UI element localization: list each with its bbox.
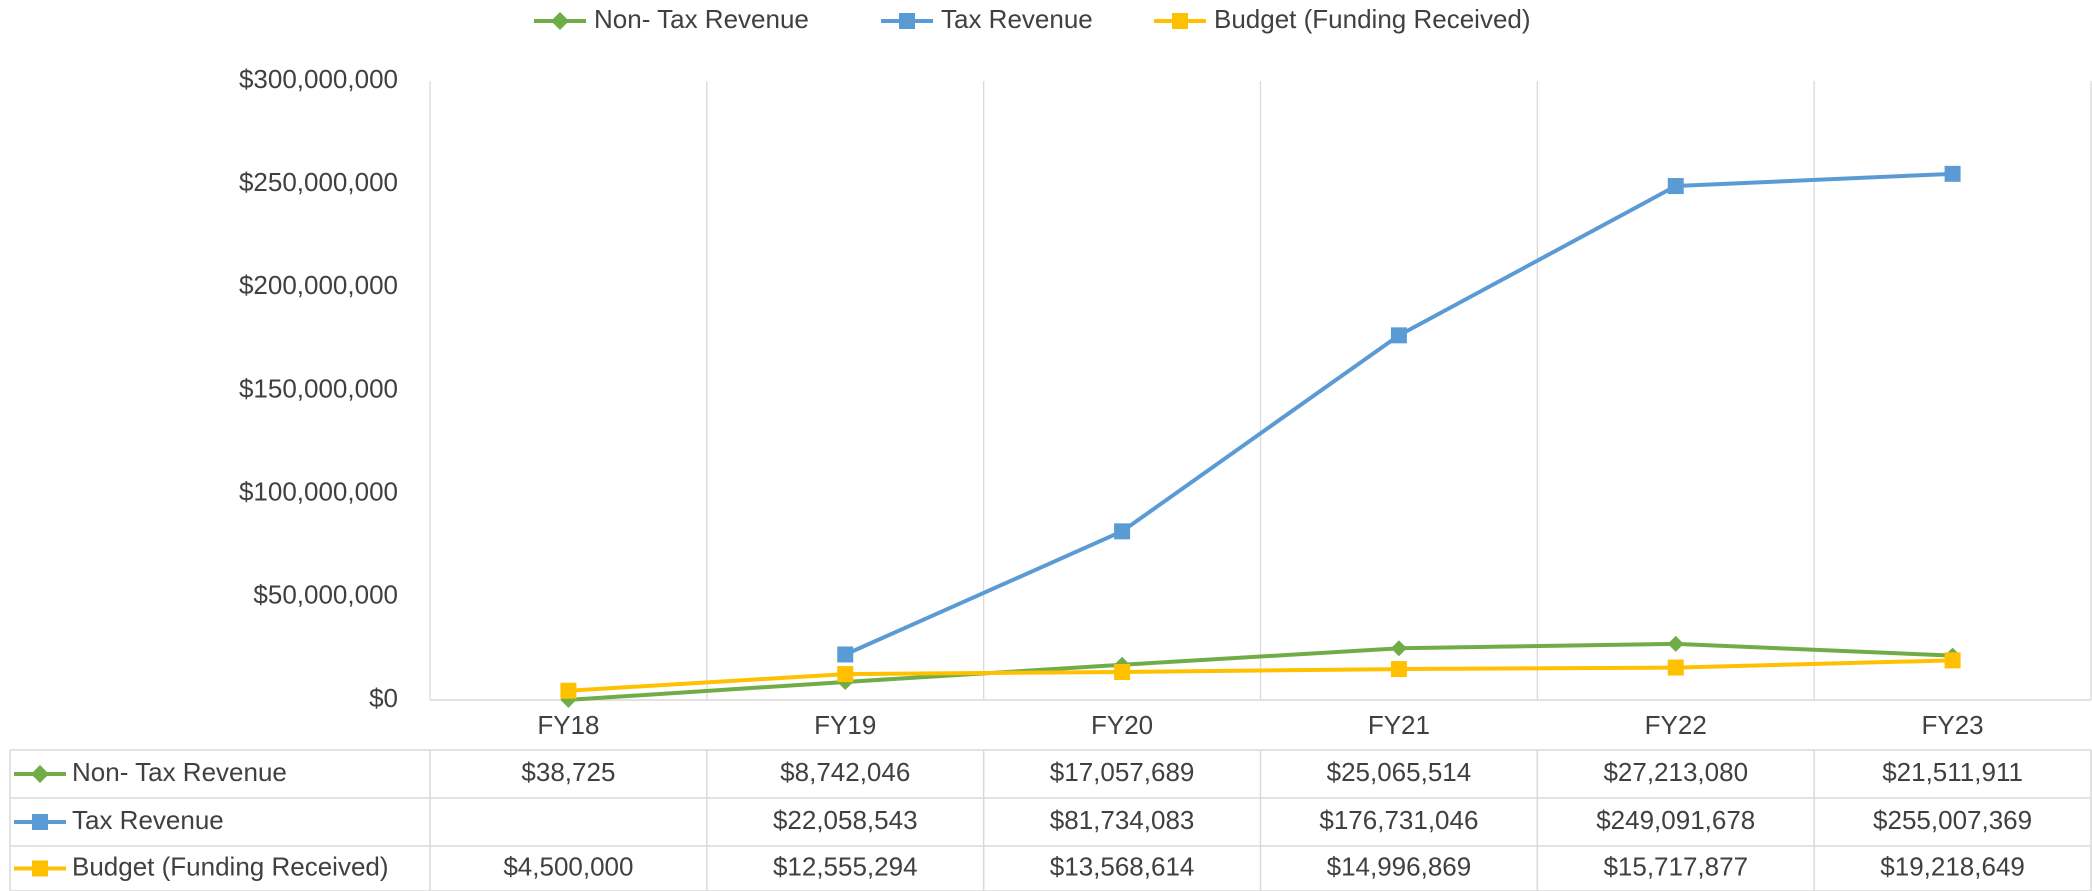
x-tick-label: FY18 <box>537 710 599 740</box>
table-cell: $4,500,000 <box>503 851 633 881</box>
table-cell: $21,511,911 <box>1882 757 2023 787</box>
y-tick-label: $0 <box>369 683 398 713</box>
table-cell: $12,555,294 <box>773 851 918 881</box>
table-cell: $8,742,046 <box>780 757 910 787</box>
data-point <box>837 666 854 683</box>
y-tick-label: $250,000,000 <box>239 167 398 197</box>
y-tick-label: $100,000,000 <box>239 477 398 507</box>
legend-label: Budget (Funding Received) <box>1214 4 1531 34</box>
table-cell: $176,731,046 <box>1319 805 1478 835</box>
data-point <box>1944 652 1961 669</box>
x-tick-label: FY19 <box>814 710 876 740</box>
table-row-label: Budget (Funding Received) <box>72 851 389 881</box>
series-line <box>844 171 1953 657</box>
table-cell: $27,213,080 <box>1603 757 1748 787</box>
x-tick-label: FY22 <box>1645 710 1707 740</box>
x-tick-label: FY21 <box>1368 710 1430 740</box>
table-cell: $81,734,083 <box>1050 805 1195 835</box>
table-cell: $19,218,649 <box>1880 851 2025 881</box>
data-point <box>1944 165 1961 182</box>
data-point <box>1390 327 1407 344</box>
data-point <box>837 646 854 663</box>
table-cell: $15,717,877 <box>1603 851 1748 881</box>
legend-label: Tax Revenue <box>941 4 1093 34</box>
legend-marker <box>899 13 915 29</box>
y-tick-label: $200,000,000 <box>239 270 398 300</box>
legend-marker <box>32 860 48 877</box>
y-tick-label: $300,000,000 <box>239 64 398 94</box>
data-point <box>1114 664 1131 681</box>
table-cell: $17,057,689 <box>1050 757 1195 787</box>
legend-marker <box>551 12 569 30</box>
legend-marker <box>31 765 49 783</box>
data-point <box>1114 523 1131 540</box>
table-cell: $13,568,614 <box>1050 851 1195 881</box>
data-point <box>1667 659 1684 676</box>
table-cell: $255,007,369 <box>1873 805 2032 835</box>
table-cell: $249,091,678 <box>1596 805 1755 835</box>
y-tick-label: $150,000,000 <box>239 373 398 403</box>
table-cell: $38,725 <box>521 757 615 787</box>
x-tick-label: FY20 <box>1091 710 1153 740</box>
data-point <box>1667 178 1684 195</box>
legend-marker <box>32 814 48 830</box>
data-point <box>1390 661 1407 678</box>
data-point <box>560 682 577 699</box>
legend-marker <box>1172 13 1188 29</box>
table-row-label: Non- Tax Revenue <box>72 757 287 787</box>
series-line <box>568 658 1953 693</box>
table-cell: $14,996,869 <box>1327 851 1472 881</box>
table-cell: $25,065,514 <box>1327 757 1472 787</box>
table-row-label: Tax Revenue <box>72 805 224 835</box>
table-cell: $22,058,543 <box>773 805 918 835</box>
x-tick-label: FY23 <box>1922 710 1984 740</box>
series-line <box>568 641 1953 702</box>
y-tick-label: $50,000,000 <box>253 580 398 610</box>
legend-label: Non- Tax Revenue <box>594 4 809 34</box>
data-point <box>1667 635 1684 652</box>
data-point <box>1390 640 1407 657</box>
